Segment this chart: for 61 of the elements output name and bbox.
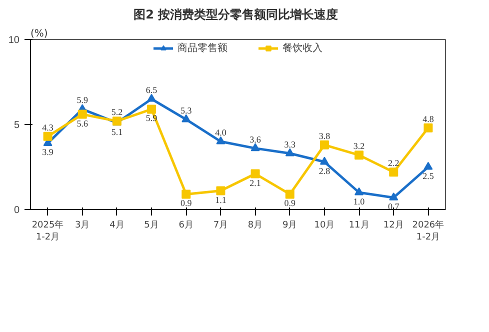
x-tick-label: 5月	[144, 220, 159, 230]
legend-label: 餐饮收入	[282, 42, 322, 55]
data-label: 4.8	[422, 114, 434, 124]
data-label: 2.1	[250, 178, 261, 188]
point	[285, 148, 294, 156]
y-tick-label: 5	[14, 120, 20, 131]
x-tick-label: 12月	[383, 220, 404, 230]
point	[250, 143, 260, 152]
data-label: 3.9	[42, 147, 54, 158]
y-tick-label: 10	[8, 35, 20, 46]
point	[389, 168, 398, 177]
point	[147, 94, 156, 102]
x-tick-label: 8月	[248, 220, 263, 230]
x-tick-label: 9月	[282, 220, 298, 230]
point	[78, 110, 87, 119]
point	[216, 136, 226, 144]
data-label: 3.8	[318, 130, 331, 141]
y-axis-title: (%)	[30, 28, 48, 40]
data-label: 5.1	[111, 126, 123, 137]
point	[354, 150, 364, 160]
x-tick-label: 2026年 1-2月	[412, 220, 444, 242]
data-label: 3.3	[284, 139, 296, 150]
x-tick-label: 4月	[110, 220, 124, 230]
y-tick-label: 0	[14, 205, 20, 216]
point	[182, 190, 191, 199]
point	[320, 140, 329, 150]
data-label: 1.1	[215, 194, 226, 205]
x-tick-label: 6月	[178, 220, 194, 230]
data-label: 5.3	[180, 105, 192, 116]
point	[250, 169, 260, 178]
data-label: 0.9	[284, 198, 296, 208]
x-tick-label: 7月	[213, 220, 228, 230]
data-label: 2.2	[388, 158, 400, 168]
point	[43, 132, 52, 141]
data-label: 5.6	[76, 118, 88, 128]
data-label: 5.2	[111, 107, 123, 118]
point	[216, 186, 226, 196]
data-label: 6.5	[146, 85, 158, 95]
point	[424, 123, 433, 132]
data-label: 4.0	[215, 128, 227, 138]
x-tick-label: 11月	[348, 220, 370, 230]
x-tick-label: 10月	[314, 220, 335, 230]
x-tick-label: 2025年 1-2月	[32, 220, 64, 242]
data-label: 2.8	[318, 166, 331, 176]
point	[147, 104, 156, 114]
chart-title: 图2 按消费类型分零售额同比增长速度	[134, 8, 338, 22]
point	[389, 192, 398, 200]
point	[320, 156, 329, 165]
data-label: 3.2	[353, 141, 365, 152]
data-label: 3.6	[250, 134, 262, 144]
data-label: 5.9	[76, 95, 88, 106]
point	[424, 162, 433, 170]
data-label: 0.9	[180, 198, 192, 208]
data-label: 4.3	[42, 122, 54, 132]
point	[182, 114, 191, 122]
x-tick-label: 3月	[75, 220, 90, 230]
point	[354, 187, 364, 196]
point	[285, 190, 294, 199]
legend-label: 商品零售额	[178, 42, 228, 55]
data-label: 2.5	[422, 171, 434, 181]
data-label: 1.0	[353, 196, 366, 206]
